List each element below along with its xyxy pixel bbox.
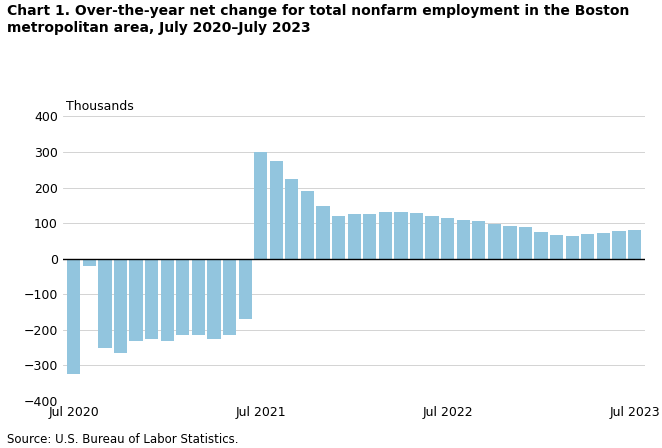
Bar — [596, 233, 610, 259]
Bar — [472, 221, 485, 259]
Bar — [379, 212, 392, 259]
Bar — [410, 213, 423, 259]
Bar — [550, 235, 563, 259]
Bar — [395, 212, 408, 259]
Bar — [238, 259, 252, 319]
Bar — [488, 224, 501, 259]
Bar — [145, 259, 158, 339]
Bar — [269, 161, 283, 259]
Bar — [612, 231, 626, 259]
Bar — [99, 259, 112, 348]
Bar — [83, 259, 96, 266]
Bar — [519, 228, 532, 259]
Bar — [301, 191, 314, 259]
Bar — [316, 206, 330, 259]
Bar — [130, 259, 143, 340]
Text: Thousands: Thousands — [66, 100, 134, 113]
Bar — [426, 216, 439, 259]
Bar — [441, 218, 454, 259]
Bar — [534, 232, 547, 259]
Text: Chart 1. Over-the-year net change for total nonfarm employment in the Boston
met: Chart 1. Over-the-year net change for to… — [7, 4, 629, 34]
Text: Source: U.S. Bureau of Labor Statistics.: Source: U.S. Bureau of Labor Statistics. — [7, 433, 238, 446]
Bar — [254, 152, 267, 259]
Bar — [67, 259, 80, 374]
Bar — [192, 259, 205, 335]
Bar — [285, 179, 299, 259]
Bar — [223, 259, 236, 335]
Bar — [207, 259, 220, 339]
Bar — [457, 220, 470, 259]
Bar — [581, 234, 594, 259]
Bar — [628, 230, 641, 259]
Bar — [176, 259, 189, 335]
Bar — [363, 214, 377, 259]
Bar — [114, 259, 127, 353]
Bar — [332, 216, 345, 259]
Bar — [161, 259, 174, 340]
Bar — [565, 236, 579, 259]
Bar — [503, 226, 516, 259]
Bar — [348, 214, 361, 259]
